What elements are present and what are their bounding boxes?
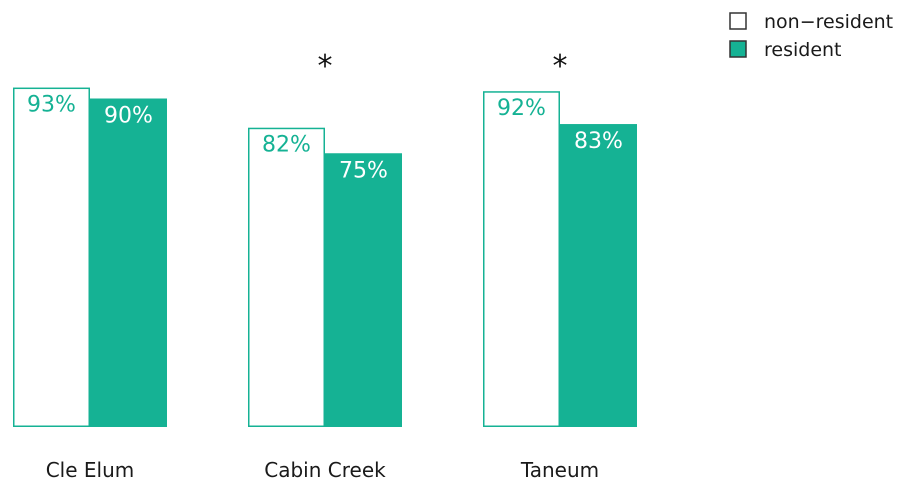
category-labels-group: Cle Elum Cabin Creek Taneum: [46, 458, 599, 480]
category-label-taneum: Taneum: [520, 458, 599, 480]
bar-cabin-creek-resident: [325, 153, 402, 427]
data-label-taneum-non-resident: 92%: [497, 96, 546, 121]
significance-markers-group: * *: [318, 49, 568, 84]
data-label-cabin-creek-resident: 75%: [339, 158, 388, 183]
bar-taneum-resident: [560, 124, 637, 428]
category-label-cabin-creek: Cabin Creek: [264, 458, 386, 480]
bar-taneum-non-resident: [483, 91, 560, 427]
data-label-taneum-resident: 83%: [574, 129, 623, 154]
bar-cabin-creek-non-resident: [248, 127, 325, 427]
legend-label-resident: resident: [764, 39, 842, 61]
significance-marker-taneum: *: [553, 49, 568, 84]
legend-swatch-resident: [729, 40, 747, 58]
bar-cle-elum-non-resident: [13, 87, 90, 428]
legend-swatch-non-resident: [729, 12, 747, 30]
bars-group: [13, 87, 637, 428]
data-label-cle-elum-resident: 90%: [104, 104, 153, 129]
bar-cle-elum-resident: [90, 98, 167, 427]
data-label-cle-elum-non-resident: 93%: [27, 93, 76, 118]
significance-marker-cabin-creek: *: [318, 49, 333, 84]
data-label-cabin-creek-non-resident: 82%: [262, 133, 311, 158]
category-label-cle-elum: Cle Elum: [46, 458, 135, 480]
legend: non−resident resident: [729, 11, 893, 61]
value-labels-group: 93% 90% 82% 75% 92% 83%: [27, 93, 623, 184]
legend-label-non-resident: non−resident: [764, 11, 893, 33]
